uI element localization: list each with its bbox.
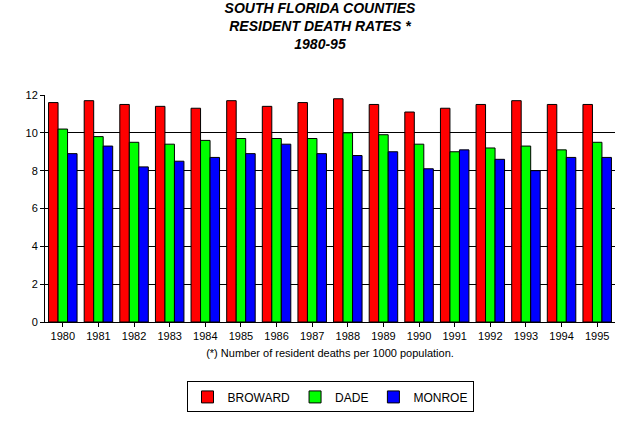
svg-text:1993: 1993	[514, 330, 538, 342]
svg-text:2: 2	[32, 278, 38, 290]
svg-text:1995: 1995	[585, 330, 609, 342]
svg-text:DADE: DADE	[335, 391, 368, 405]
svg-text:1994: 1994	[549, 330, 573, 342]
svg-text:MONROE: MONROE	[413, 391, 467, 405]
svg-text:4: 4	[32, 240, 38, 252]
svg-text:6: 6	[32, 202, 38, 214]
svg-text:8: 8	[32, 165, 38, 177]
svg-text:1982: 1982	[122, 330, 146, 342]
svg-text:1981: 1981	[86, 330, 110, 342]
svg-text:0: 0	[32, 316, 38, 328]
svg-text:10: 10	[26, 127, 38, 139]
svg-text:1987: 1987	[300, 330, 324, 342]
svg-text:1988: 1988	[336, 330, 360, 342]
svg-text:1984: 1984	[193, 330, 217, 342]
svg-text:1989: 1989	[371, 330, 395, 342]
svg-text:1983: 1983	[157, 330, 181, 342]
svg-text:12: 12	[26, 89, 38, 101]
svg-text:1985: 1985	[229, 330, 253, 342]
svg-text:1980: 1980	[51, 330, 75, 342]
svg-text:1992: 1992	[478, 330, 502, 342]
svg-text:1990: 1990	[407, 330, 431, 342]
svg-text:(*) Number of resident deaths: (*) Number of resident deaths per 1000 p…	[206, 347, 454, 359]
svg-text:1986: 1986	[264, 330, 288, 342]
svg-text:SOUTH FLORIDA COUNTIESRESIDENT: SOUTH FLORIDA COUNTIESRESIDENT DEATH RAT…	[225, 0, 416, 52]
svg-text:1991: 1991	[442, 330, 466, 342]
svg-text:BROWARD: BROWARD	[228, 391, 291, 405]
